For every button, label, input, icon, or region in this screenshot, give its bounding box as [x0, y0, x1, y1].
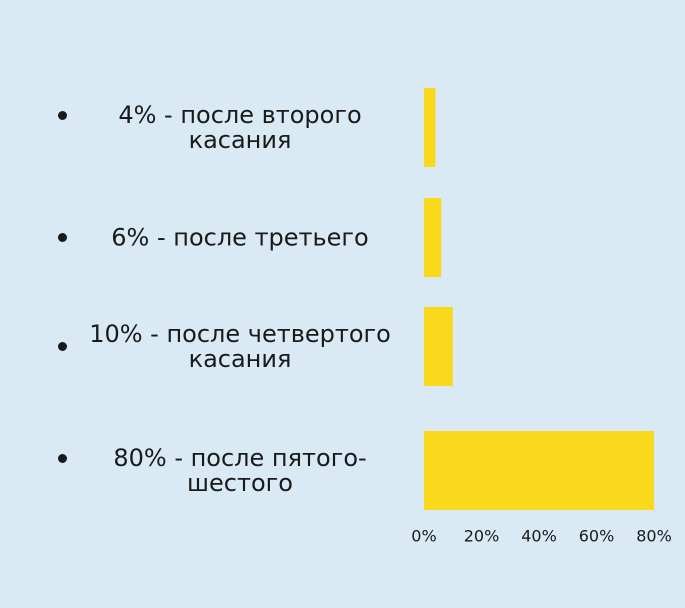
category-label: 6% - после третьего — [111, 223, 369, 251]
category-label: 4% - после второго касания — [118, 100, 362, 154]
bullet — [58, 454, 67, 463]
x-tick-label: 20% — [464, 527, 500, 546]
x-tick-label: 80% — [636, 527, 672, 546]
category-label: 10% - после четвертого касания — [89, 319, 391, 373]
x-tick-label: 40% — [521, 527, 557, 546]
bullet — [58, 233, 67, 242]
bar — [424, 88, 436, 167]
x-tick-label: 60% — [579, 527, 615, 546]
bullet — [58, 111, 67, 120]
bar — [424, 431, 654, 510]
category-label: 80% - после пятого-шестого — [113, 443, 367, 497]
bar — [424, 198, 442, 277]
x-tick-label: 0% — [411, 527, 436, 546]
bullet — [58, 342, 67, 351]
bar — [424, 307, 453, 386]
